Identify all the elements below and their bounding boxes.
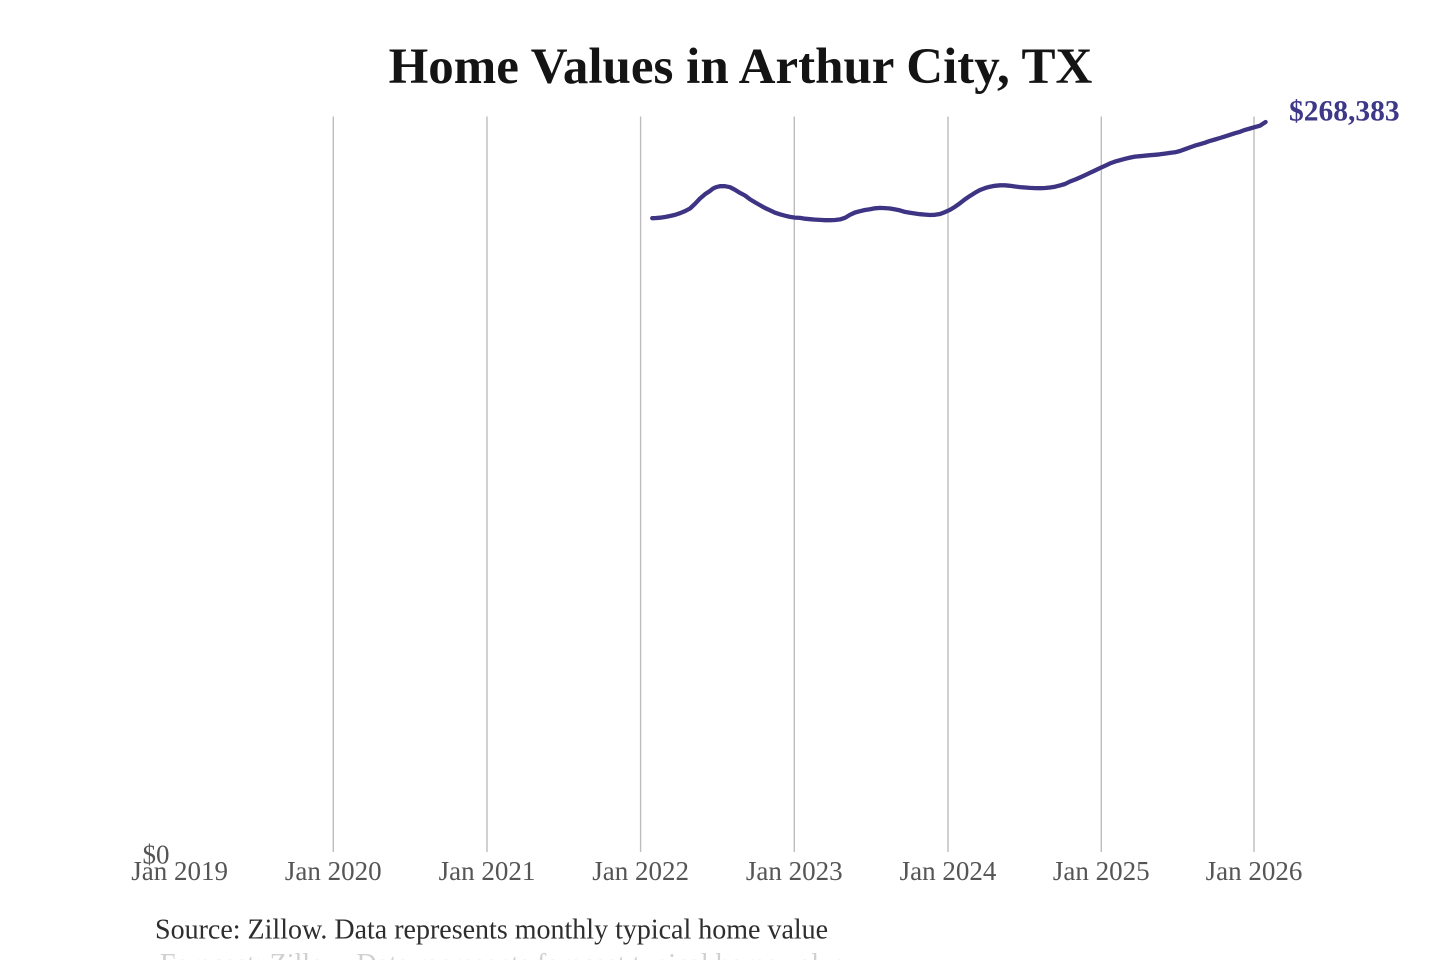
svg-text:$268,383: $268,383 <box>1289 95 1400 127</box>
svg-text:Jan 2023: Jan 2023 <box>746 856 843 886</box>
svg-text:Jan 2024: Jan 2024 <box>900 856 997 886</box>
svg-text:Forecast: Zillow. Data represe: Forecast: Zillow. Data represents foreca… <box>160 949 845 960</box>
svg-text:Jan 2022: Jan 2022 <box>592 856 689 886</box>
svg-text:$0: $0 <box>143 840 170 870</box>
svg-text:Home Values in Arthur City, TX: Home Values in Arthur City, TX <box>389 39 1093 95</box>
svg-text:Source: Zillow. Data represent: Source: Zillow. Data represents monthly … <box>155 915 828 946</box>
svg-text:Jan 2025: Jan 2025 <box>1053 856 1150 886</box>
svg-text:Jan 2019: Jan 2019 <box>131 856 228 886</box>
svg-text:Jan 2021: Jan 2021 <box>439 856 536 886</box>
svg-text:Jan 2026: Jan 2026 <box>1206 856 1303 886</box>
svg-text:Jan 2020: Jan 2020 <box>285 856 382 886</box>
